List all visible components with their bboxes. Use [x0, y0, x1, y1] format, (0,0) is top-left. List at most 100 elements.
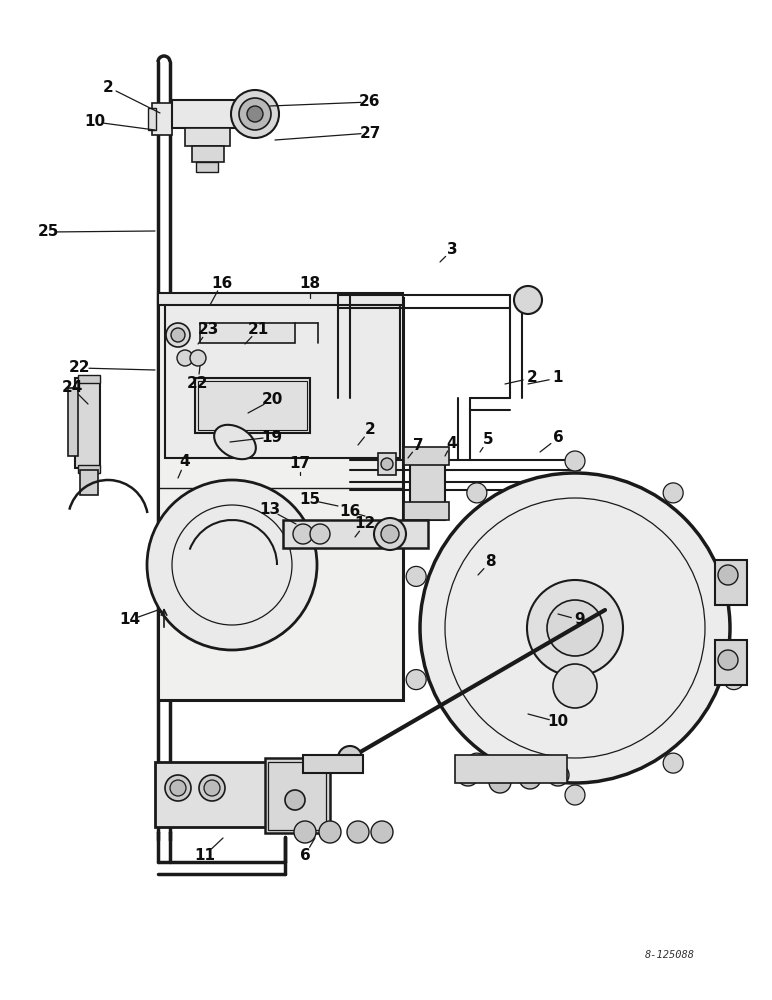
- Circle shape: [319, 821, 341, 843]
- Text: 22: 22: [69, 360, 91, 375]
- Bar: [192, 146, 224, 162]
- Text: 27: 27: [359, 125, 381, 140]
- Bar: [198, 381, 307, 430]
- Circle shape: [420, 473, 730, 783]
- Circle shape: [467, 483, 487, 503]
- Text: 8: 8: [485, 554, 496, 570]
- Text: 9: 9: [574, 612, 585, 628]
- Bar: [715, 640, 747, 685]
- Circle shape: [718, 565, 738, 585]
- Text: 5: 5: [482, 432, 493, 448]
- Bar: [455, 755, 567, 783]
- Circle shape: [489, 771, 511, 793]
- Text: 4: 4: [447, 436, 457, 450]
- Circle shape: [171, 328, 185, 342]
- Circle shape: [310, 524, 330, 544]
- Text: 26: 26: [359, 95, 381, 109]
- Bar: [152, 103, 172, 135]
- Circle shape: [663, 753, 683, 773]
- Bar: [268, 762, 326, 830]
- Circle shape: [547, 764, 569, 786]
- Bar: [158, 298, 403, 700]
- Text: 25: 25: [37, 225, 59, 239]
- Circle shape: [381, 458, 393, 470]
- Text: 12: 12: [354, 516, 376, 532]
- Circle shape: [514, 286, 542, 314]
- Bar: [155, 762, 270, 827]
- Text: 10: 10: [84, 114, 106, 129]
- Text: 21: 21: [247, 322, 269, 338]
- Text: 7: 7: [413, 438, 423, 452]
- Text: 6: 6: [553, 430, 564, 446]
- Circle shape: [457, 764, 479, 786]
- Bar: [172, 100, 237, 128]
- Text: 17: 17: [290, 456, 310, 471]
- Circle shape: [170, 780, 186, 796]
- Text: 14: 14: [120, 612, 141, 628]
- Circle shape: [347, 821, 369, 843]
- Text: 2: 2: [103, 80, 113, 95]
- Bar: [75, 378, 100, 468]
- Circle shape: [239, 98, 271, 130]
- Text: 10: 10: [547, 714, 568, 730]
- Bar: [158, 293, 403, 305]
- Circle shape: [467, 753, 487, 773]
- Circle shape: [519, 767, 541, 789]
- Circle shape: [285, 790, 305, 810]
- Circle shape: [204, 780, 220, 796]
- Circle shape: [293, 524, 313, 544]
- Circle shape: [527, 580, 623, 676]
- Text: 16: 16: [340, 504, 361, 520]
- Circle shape: [371, 821, 393, 843]
- Text: 8-125088: 8-125088: [645, 950, 695, 960]
- Text: 2: 2: [527, 370, 537, 385]
- Circle shape: [724, 566, 744, 586]
- Circle shape: [231, 90, 279, 138]
- Text: 3: 3: [447, 242, 457, 257]
- Text: 1: 1: [553, 370, 564, 385]
- Text: 24: 24: [61, 380, 83, 395]
- Circle shape: [565, 785, 585, 805]
- Bar: [80, 470, 98, 495]
- Circle shape: [663, 483, 683, 503]
- Circle shape: [166, 323, 190, 347]
- Bar: [78, 465, 100, 473]
- Text: 6: 6: [300, 848, 310, 862]
- Circle shape: [294, 821, 316, 843]
- Circle shape: [199, 775, 225, 801]
- Bar: [195, 378, 310, 433]
- Bar: [410, 455, 445, 520]
- Text: 16: 16: [212, 275, 232, 290]
- Text: 15: 15: [300, 492, 320, 508]
- Text: 2: 2: [364, 422, 375, 438]
- Bar: [68, 388, 78, 456]
- Circle shape: [374, 518, 406, 550]
- Circle shape: [547, 600, 603, 656]
- Bar: [404, 502, 449, 520]
- Circle shape: [565, 451, 585, 471]
- Text: 19: 19: [262, 430, 283, 444]
- Text: 18: 18: [300, 275, 320, 290]
- Bar: [200, 323, 295, 343]
- Bar: [185, 128, 230, 146]
- Text: 22: 22: [188, 375, 208, 390]
- Circle shape: [177, 350, 193, 366]
- Bar: [78, 375, 100, 383]
- Circle shape: [406, 670, 426, 690]
- Text: 4: 4: [180, 454, 191, 470]
- Bar: [165, 298, 400, 458]
- Text: 23: 23: [198, 322, 218, 338]
- Circle shape: [147, 480, 317, 650]
- Text: 20: 20: [261, 392, 283, 408]
- Circle shape: [724, 670, 744, 690]
- Bar: [196, 162, 218, 172]
- Ellipse shape: [214, 425, 256, 459]
- Circle shape: [165, 775, 191, 801]
- Circle shape: [406, 566, 426, 586]
- Bar: [283, 520, 428, 548]
- Text: 11: 11: [195, 848, 215, 862]
- Circle shape: [553, 664, 597, 708]
- Bar: [378, 453, 396, 475]
- Bar: [404, 447, 449, 465]
- Bar: [303, 755, 363, 773]
